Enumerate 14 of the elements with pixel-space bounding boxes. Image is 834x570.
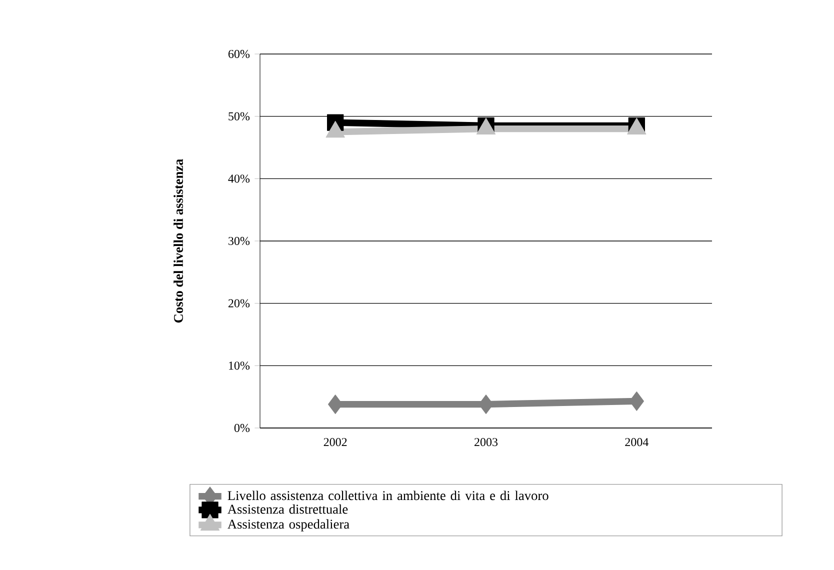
y-tick-label: 40% [228, 174, 250, 183]
y-tick-label: 0% [234, 424, 250, 432]
y-tick-label: 60% [228, 50, 250, 58]
y-tick-label: 30% [228, 236, 250, 246]
y-axis-title: Costo del livello di assistenza [174, 158, 183, 323]
legend-label: Livello assistenza collettiva in ambiente di vita e di lavoro [228, 490, 548, 500]
x-tick-label: 2003 [474, 438, 498, 446]
y-tick-label: 10% [229, 362, 250, 370]
x-tick-label: 2004 [625, 438, 648, 446]
y-tick-label: 50% [228, 112, 250, 120]
y-tick-label: 20% [228, 299, 250, 308]
legend-label: Assistenza ospedaliera [228, 519, 350, 532]
x-tick-label: 2002 [324, 438, 347, 446]
legend-label: Assistenza distrettuale [228, 504, 348, 514]
